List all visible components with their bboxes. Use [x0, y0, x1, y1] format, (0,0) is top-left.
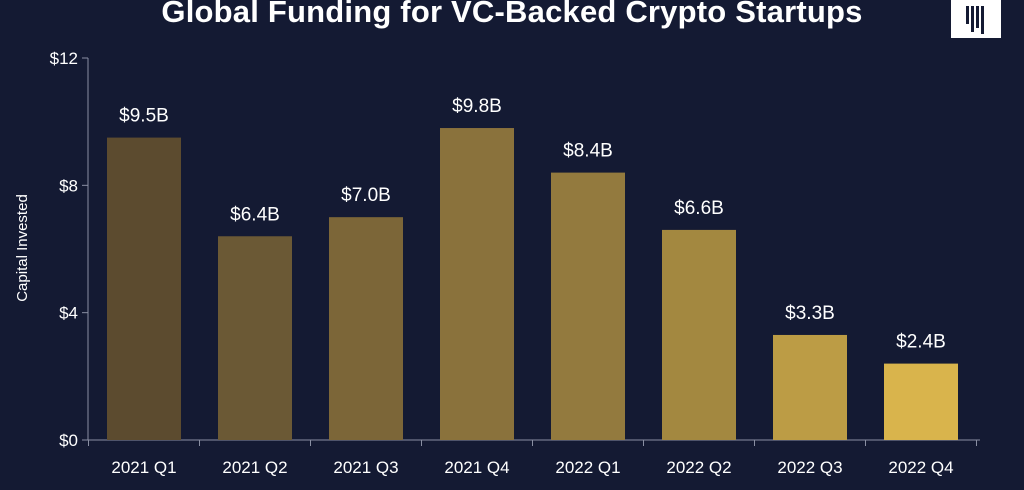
data-label: $8.4B [563, 141, 613, 162]
bar [440, 128, 514, 441]
bar [107, 137, 181, 441]
x-tick-label: 2022 Q3 [777, 458, 842, 477]
x-tick-label: 2021 Q1 [111, 458, 176, 477]
chart-title: Global Funding for VC-Backed Crypto Star… [161, 0, 863, 29]
x-tick-label: 2021 Q3 [333, 458, 398, 477]
pitchbook-logo-icon [951, 0, 1001, 38]
x-tick-label: 2022 Q1 [555, 458, 620, 477]
y-tick-label: $0 [59, 431, 78, 450]
data-label: $9.8B [452, 96, 502, 117]
y-tick-label: $8 [59, 176, 78, 195]
data-label: $3.3B [785, 303, 835, 324]
data-label: $6.6B [674, 198, 724, 219]
y-axis-title: Capital Invested [14, 194, 31, 302]
x-tick-label: 2022 Q4 [888, 458, 953, 477]
x-tick-label: 2021 Q2 [222, 458, 287, 477]
bar [884, 363, 958, 440]
y-tick-labels: $0 $4 $8 $12 [50, 49, 78, 450]
y-tick-label: $12 [50, 49, 78, 68]
data-label: $2.4B [896, 332, 946, 353]
bar [218, 236, 292, 440]
x-tick-label: 2022 Q2 [666, 458, 731, 477]
data-label: $9.5B [119, 106, 169, 127]
data-label: $7.0B [341, 185, 391, 206]
x-tick-labels: 2021 Q1 2021 Q2 2021 Q3 2021 Q4 2022 Q1 2022 … [111, 458, 953, 477]
bar [329, 217, 403, 440]
bar [662, 229, 736, 440]
data-label: $6.4B [230, 204, 280, 225]
bar-series [107, 128, 958, 441]
data-labels: $9.5B $6.4B $7.0B $9.8B $8.4B $6.6B $3.3B $2.4B [119, 96, 946, 353]
y-tick-label: $4 [59, 304, 78, 323]
bar [551, 172, 625, 440]
bar [773, 334, 847, 440]
x-tick-label: 2021 Q4 [444, 458, 509, 477]
